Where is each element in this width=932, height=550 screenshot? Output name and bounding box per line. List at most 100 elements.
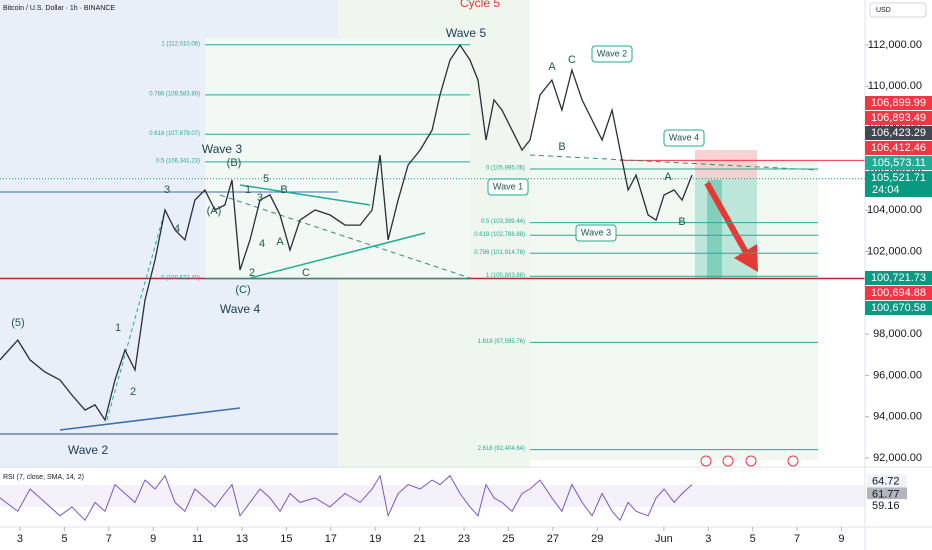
trend-line: [239, 184, 371, 206]
annotation: Wave 4: [220, 302, 261, 316]
fib-label: 0.786 (101,914.78): [474, 250, 525, 256]
rsi-title: RSI (7, close, SMA, 14, 2): [3, 474, 84, 481]
annotation: 3: [257, 192, 263, 204]
annotation-box: [487, 178, 529, 196]
fib-label: 1.618 (97,595.76): [478, 339, 525, 345]
annotation: C: [568, 54, 576, 66]
currency: USD: [876, 7, 891, 14]
rsi-label-box: [867, 499, 907, 514]
price-label-box: [865, 126, 932, 140]
annotation: (B): [227, 157, 242, 169]
x-tick-label: 11: [192, 533, 203, 545]
x-tick-label: Jun: [655, 533, 673, 545]
fib-label: 0.5 (106,341.23): [156, 158, 200, 164]
arrow: [704, 181, 751, 258]
x-tick-label: 9: [838, 533, 844, 545]
price-label-box: [865, 301, 932, 315]
zone-shade: [530, 160, 818, 460]
event-icons: [700, 455, 799, 467]
x-tick-label: 3: [17, 533, 23, 545]
x-tick-label: 15: [280, 533, 292, 545]
annotation: C: [302, 267, 310, 279]
stop-zone: [695, 150, 757, 180]
fib-label: 0 (100,672.40): [161, 275, 200, 281]
price-label-box: [865, 141, 932, 155]
y-tick-label: 112,000.00: [868, 39, 922, 51]
y-tick-label: 110,000.00: [868, 80, 922, 92]
x-tick-label: 13: [236, 533, 248, 545]
annotation: Wave 2: [68, 443, 109, 457]
rsi-band: [0, 485, 865, 507]
x-tick-label: 9: [150, 533, 156, 545]
annotation: 2: [249, 267, 255, 279]
rsi-line: [0, 474, 693, 522]
price-label-box: [865, 96, 932, 110]
rsi-label-box: [867, 487, 907, 502]
fib-label: 1 (100,803.88): [486, 273, 525, 279]
annotation: 4: [174, 223, 180, 235]
fib-label: 0.5 (103,399.44): [481, 219, 525, 225]
annotation: Wave 5: [446, 26, 487, 40]
price-label: 100,721.73: [871, 272, 926, 284]
symbol-title: Bitcoin / U.S. Dollar · 1h · BINANCE: [3, 5, 115, 12]
annotation: Wave 3: [202, 142, 243, 156]
price-label-box: [865, 271, 932, 285]
price-label: 106,893.49: [871, 112, 926, 124]
annotation: 2: [130, 386, 136, 398]
price-label: 106,899.99: [871, 97, 926, 109]
x-tick-label: 23: [458, 533, 470, 545]
arrow-head: [734, 244, 758, 272]
price-label-box: [865, 286, 932, 300]
annotation: B: [280, 184, 287, 196]
rsi-label: 61.77: [872, 488, 900, 500]
annotation: Wave 2: [597, 48, 627, 58]
fib-label: 0 (105,995.06): [486, 166, 525, 172]
annotation: B: [558, 141, 565, 153]
annotation: (C): [235, 284, 250, 296]
zone-shade: [205, 38, 470, 278]
price-label-box: [865, 111, 932, 125]
y-tick-label: 102,000.00: [867, 245, 922, 257]
annotation-box: [575, 224, 617, 242]
price-label: 105,521.71: [871, 172, 926, 184]
x-tick-label: 29: [591, 533, 603, 545]
rsi-label-box: [867, 474, 907, 489]
price-label: 106,423.29: [871, 127, 926, 139]
price-label-box: [865, 171, 932, 197]
x-tick-label: 21: [413, 533, 425, 545]
fib-label: 2.618 (92,404.64): [478, 446, 525, 452]
x-tick-label: 19: [369, 533, 381, 545]
trend-line: [59, 407, 241, 431]
trend-line: [529, 154, 819, 171]
price-line: [0, 43, 693, 422]
annotation: B: [678, 216, 685, 228]
annotation: 4: [259, 238, 265, 250]
x-tick-label: 3: [705, 533, 711, 545]
fib-label: 0.618 (107,679.07): [149, 131, 200, 137]
currency-box: [869, 2, 927, 18]
annotation: A: [664, 171, 672, 183]
x-tick-label: 5: [750, 533, 756, 545]
y-tick-label: 98,000.00: [873, 328, 922, 340]
x-tick-label: 27: [547, 533, 559, 545]
annotation: (5): [11, 317, 24, 329]
fib-label: 0.786 (109,583.80): [149, 91, 200, 97]
price-label: 105,573.11: [872, 157, 926, 169]
annotation-box: [663, 129, 705, 147]
annotation: A: [548, 61, 556, 73]
annotation-box: [591, 45, 633, 63]
annotation: Wave 4: [669, 132, 699, 142]
fib-label: 1 (112,010.06): [161, 41, 200, 47]
y-tick-label: 92,000.00: [873, 452, 922, 464]
x-tick-label: 5: [61, 533, 67, 545]
annotation: Cycle 5: [460, 0, 500, 10]
annotation: 5: [263, 173, 269, 185]
annotation: (A): [207, 205, 222, 217]
y-tick-label: 94,000.00: [873, 411, 922, 423]
price-label-box: [865, 156, 932, 170]
y-tick-label: 96,000.00: [873, 369, 922, 381]
annotation: 1: [115, 322, 121, 334]
fib-label: 0.618 (102,786.88): [474, 232, 525, 238]
price-label: 100,694.88: [871, 287, 926, 299]
